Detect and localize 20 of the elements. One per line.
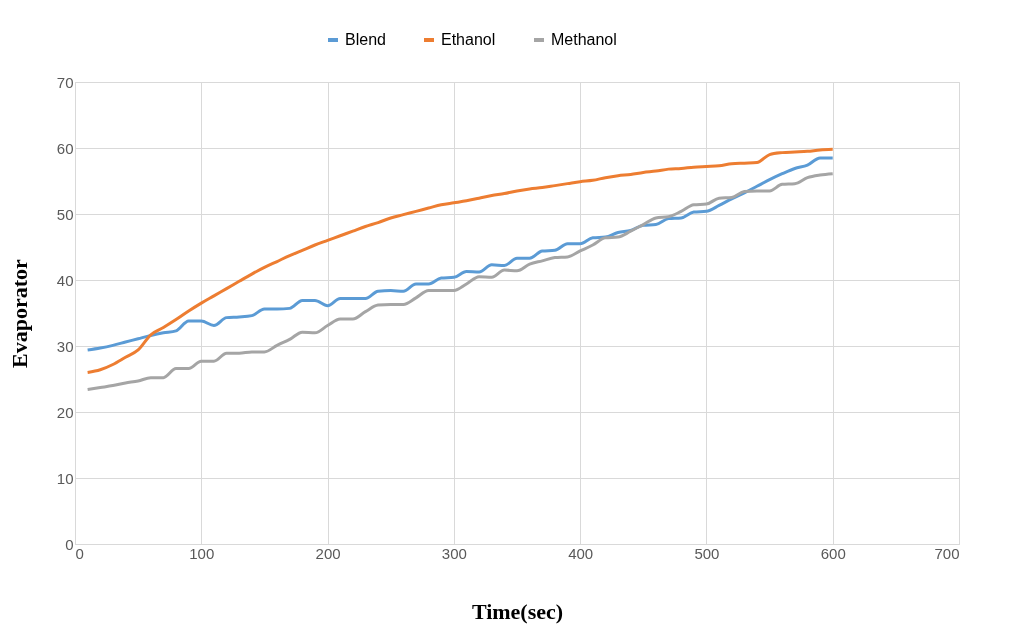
x-tick-label: 200 [315, 544, 341, 562]
y-tick-label: 10 [56, 469, 74, 487]
legend-label: Ethanol [441, 31, 496, 48]
x-tick-label: 100 [189, 544, 215, 562]
legend-label: Methanol [551, 31, 617, 48]
line-series [86, 172, 835, 392]
x-tick-label: 400 [568, 544, 594, 562]
y-tick-label: 70 [56, 73, 74, 91]
y-tick-label: 20 [56, 403, 74, 421]
x-tick-label: 500 [694, 544, 720, 562]
legend-label: Blend [345, 31, 386, 48]
x-axis-title: Time(sec) [471, 598, 564, 624]
y-tick-label: 30 [56, 337, 74, 355]
x-tick-label: 700 [934, 544, 960, 562]
y-axis-title: Evaporator [6, 258, 32, 368]
y-tick-label: 40 [56, 271, 74, 289]
y-tick-label: 60 [56, 139, 74, 157]
y-tick-label: 50 [56, 205, 74, 223]
x-tick-label: 300 [441, 544, 467, 562]
x-tick-label: 600 [820, 544, 846, 562]
